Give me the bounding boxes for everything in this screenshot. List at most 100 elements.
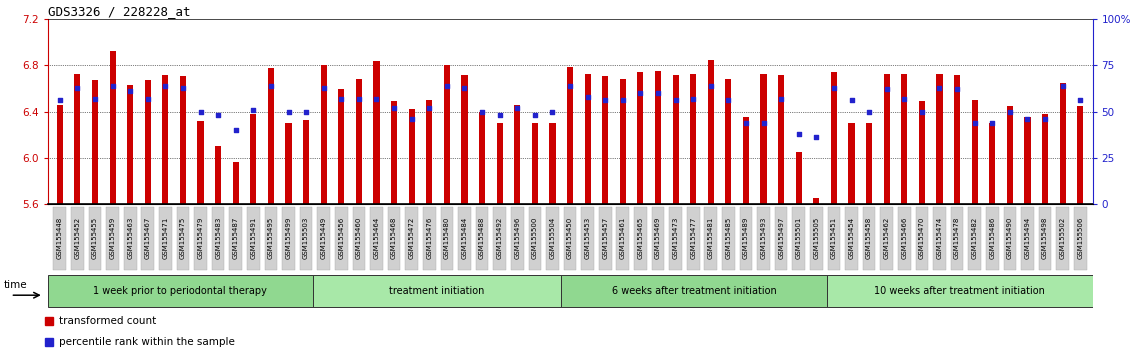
Point [824, 85, 843, 90]
Bar [585, 74, 590, 204]
FancyBboxPatch shape [581, 207, 594, 269]
Point [983, 120, 1001, 125]
Point [104, 83, 122, 88]
Point [385, 105, 403, 111]
Bar [285, 123, 292, 204]
Bar [655, 71, 661, 204]
Point [596, 98, 614, 103]
FancyBboxPatch shape [388, 207, 400, 269]
Bar [1042, 114, 1048, 204]
FancyBboxPatch shape [616, 207, 629, 269]
FancyBboxPatch shape [1056, 207, 1069, 269]
Text: GSM155463: GSM155463 [127, 217, 133, 259]
Text: GSM155470: GSM155470 [918, 217, 925, 259]
Point [649, 90, 667, 96]
Point [121, 88, 139, 94]
Text: GSM155471: GSM155471 [163, 217, 169, 259]
Text: GSM155460: GSM155460 [356, 217, 362, 259]
FancyBboxPatch shape [300, 207, 312, 269]
Point [754, 120, 772, 125]
Bar [673, 75, 679, 204]
Point [244, 107, 262, 113]
FancyBboxPatch shape [353, 207, 365, 269]
Text: GSM155461: GSM155461 [620, 217, 625, 259]
FancyBboxPatch shape [810, 207, 822, 269]
Text: GSM155456: GSM155456 [338, 217, 344, 259]
FancyBboxPatch shape [283, 207, 295, 269]
Point [737, 120, 756, 125]
Text: GSM155450: GSM155450 [567, 217, 573, 259]
Point [684, 96, 702, 102]
FancyBboxPatch shape [986, 207, 999, 269]
Bar [145, 80, 150, 204]
FancyBboxPatch shape [880, 207, 893, 269]
Bar [163, 75, 169, 204]
Point [438, 83, 456, 88]
Text: GSM155453: GSM155453 [585, 217, 590, 259]
Bar [268, 68, 274, 204]
Text: 10 weeks after treatment initiation: 10 weeks after treatment initiation [874, 286, 1045, 296]
FancyBboxPatch shape [230, 207, 242, 269]
Bar [638, 72, 644, 204]
FancyBboxPatch shape [705, 207, 717, 269]
Text: GSM155472: GSM155472 [408, 217, 415, 259]
Text: GSM155458: GSM155458 [866, 217, 872, 259]
FancyBboxPatch shape [423, 207, 435, 269]
Point [51, 98, 69, 103]
Point [719, 98, 737, 103]
FancyBboxPatch shape [441, 207, 454, 269]
Text: 6 weeks after treatment initiation: 6 weeks after treatment initiation [612, 286, 776, 296]
Bar [110, 51, 115, 204]
Point [631, 90, 649, 96]
Text: GSM155466: GSM155466 [901, 217, 907, 259]
Bar [602, 76, 608, 204]
Point [473, 109, 491, 114]
FancyBboxPatch shape [124, 207, 137, 269]
Point [666, 98, 684, 103]
Text: GSM155495: GSM155495 [268, 217, 274, 259]
Point [174, 85, 192, 90]
Text: GSM155478: GSM155478 [955, 217, 960, 259]
Text: GSM155475: GSM155475 [180, 217, 185, 259]
FancyBboxPatch shape [916, 207, 929, 269]
Text: GSM155487: GSM155487 [233, 217, 239, 259]
Text: GSM155459: GSM155459 [110, 217, 115, 259]
Text: GSM155498: GSM155498 [1042, 217, 1048, 259]
Text: GSM155502: GSM155502 [1060, 217, 1065, 259]
Text: GSM155452: GSM155452 [75, 217, 80, 259]
Point [1054, 83, 1072, 88]
Point [491, 112, 509, 118]
FancyBboxPatch shape [493, 207, 506, 269]
Text: GSM155457: GSM155457 [602, 217, 608, 259]
Point [931, 85, 949, 90]
Bar [497, 123, 502, 204]
FancyBboxPatch shape [195, 207, 207, 269]
FancyBboxPatch shape [758, 207, 770, 269]
Point [368, 96, 386, 102]
Bar [1025, 117, 1030, 204]
Text: GSM155493: GSM155493 [760, 217, 767, 259]
Text: GSM155485: GSM155485 [725, 217, 732, 259]
Point [543, 109, 561, 114]
Point [421, 105, 439, 111]
FancyBboxPatch shape [528, 207, 541, 269]
Bar [480, 112, 485, 204]
Bar [848, 123, 855, 204]
FancyBboxPatch shape [318, 207, 330, 269]
Text: GSM155449: GSM155449 [321, 217, 327, 259]
Bar [778, 75, 784, 204]
FancyBboxPatch shape [1021, 207, 1034, 269]
FancyBboxPatch shape [546, 207, 559, 269]
Text: GSM155496: GSM155496 [515, 217, 520, 259]
Text: GSM155477: GSM155477 [690, 217, 697, 259]
Point [808, 135, 826, 140]
Point [772, 96, 791, 102]
FancyBboxPatch shape [722, 207, 735, 269]
Text: GSM155497: GSM155497 [778, 217, 784, 259]
FancyBboxPatch shape [265, 207, 277, 269]
Bar [972, 100, 977, 204]
Point [966, 120, 984, 125]
Point [701, 83, 719, 88]
FancyBboxPatch shape [1074, 207, 1087, 269]
Point [333, 96, 351, 102]
